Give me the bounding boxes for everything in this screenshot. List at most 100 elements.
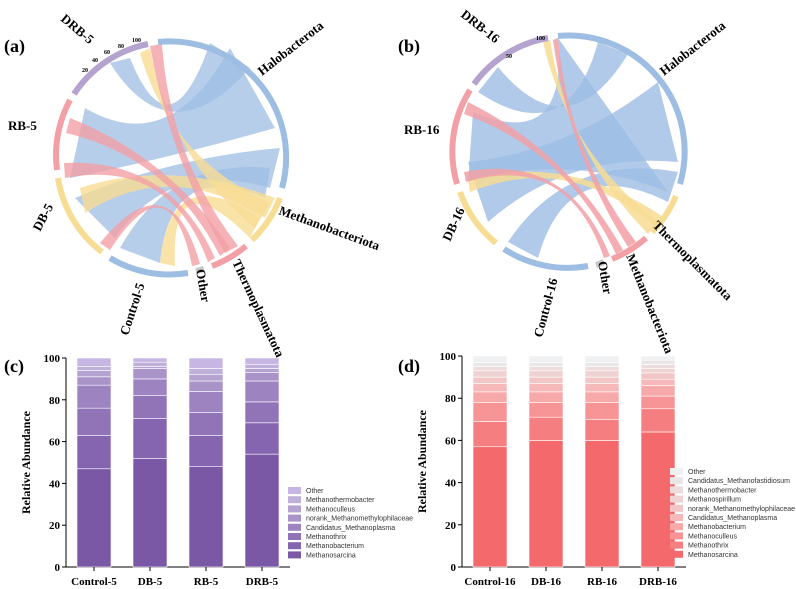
- bar-segment: [244, 372, 280, 382]
- bar-segment: [188, 368, 224, 376]
- bar-segment: [76, 468, 112, 568]
- bar-segment: [528, 355, 564, 363]
- arc-methanobacteriota: [610, 235, 648, 262]
- legend-entry: Candidatus_Methanofastidiosum: [688, 478, 790, 485]
- segment-label: DB-5: [29, 200, 56, 233]
- x-tick-label: Control-5: [71, 576, 117, 588]
- y-tick-label: 80: [445, 393, 457, 405]
- y-axis-label: Relative Abundance: [415, 409, 429, 513]
- bar-segment: [528, 376, 564, 384]
- bar-segment: [132, 458, 168, 568]
- bar-segment: [472, 446, 508, 568]
- arc-other: [195, 266, 205, 274]
- legend-entry: Methanothrix: [688, 543, 729, 550]
- legend-entry: Other: [306, 488, 324, 495]
- arc-control: [502, 246, 589, 271]
- legend-swatch: [670, 504, 683, 512]
- legend-entry: norank_Methanomethylophilaceae: [306, 516, 413, 523]
- panel-label-a: (a): [4, 36, 25, 57]
- bar-segment: [132, 418, 168, 459]
- x-tick-label: DB-16: [531, 576, 561, 588]
- bar-segment: [584, 440, 620, 568]
- legend-entry: Methanobacterium: [688, 524, 746, 531]
- bar-segment: [472, 362, 508, 367]
- bar-segment: [244, 363, 280, 369]
- chord-ribbon: [464, 102, 623, 254]
- bar-segment: [188, 391, 224, 413]
- x-tick-label: Control-16: [464, 576, 516, 588]
- bar-segment: [528, 362, 564, 367]
- y-tick-label: 20: [49, 520, 61, 532]
- bar-segment: [640, 355, 676, 361]
- x-tick-label: DRB-5: [246, 576, 279, 588]
- bar-segment: [472, 376, 508, 384]
- legend-swatch: [670, 477, 683, 485]
- legend-entry: Candidatus_Methanoplasma: [306, 525, 395, 532]
- bar-segment: [244, 401, 280, 424]
- chord-ribbon: [468, 82, 678, 222]
- arc-other: [595, 259, 606, 268]
- segment-label: Halobacterota: [255, 17, 327, 78]
- bar-segment: [132, 357, 168, 363]
- arc-db: [457, 190, 498, 246]
- tick-label: 100: [132, 38, 141, 44]
- arc-halobacterota: [557, 32, 688, 185]
- bar-segment: [472, 355, 508, 363]
- bar-segment: [640, 378, 676, 386]
- chord-ribbon: [468, 171, 663, 227]
- legend-swatch: [670, 532, 683, 540]
- segment-label: DRB-16: [458, 7, 503, 47]
- segment-label: Methanobacteriota: [277, 203, 382, 254]
- bar-segment: [132, 366, 168, 369]
- bar-segment: [472, 370, 508, 378]
- bar-segment: [472, 383, 508, 393]
- segment-label: Other: [595, 260, 616, 296]
- y-tick-label: 80: [49, 395, 61, 407]
- legend-swatch: [288, 533, 301, 540]
- legend-entry: Candidatus_Methanoplasma: [688, 515, 777, 522]
- legend-swatch: [670, 514, 683, 521]
- y-tick-label: 100: [44, 353, 61, 365]
- legend-entry: Methanothrix: [306, 534, 347, 541]
- legend-swatch: [670, 550, 683, 558]
- legend-entry: Methanosarcina: [688, 552, 738, 559]
- panel-label-b: (b): [398, 36, 420, 57]
- bar-segment: [76, 366, 112, 371]
- bar-segment: [244, 422, 280, 455]
- bar-segment: [76, 435, 112, 470]
- bar-segment: [188, 435, 224, 467]
- x-tick-label: RB-5: [194, 576, 219, 588]
- chord-ribbon: [160, 196, 260, 266]
- legend-entry: Methanobacterium: [306, 543, 364, 550]
- y-tick-label: 40: [445, 478, 457, 490]
- bar-segment: [244, 368, 280, 373]
- chord-ribbon: [64, 162, 215, 262]
- chord-ribbon: [150, 44, 238, 253]
- bar-segment: [472, 421, 508, 448]
- tick-label: 60: [104, 50, 110, 56]
- arc-methanobacteriota: [249, 196, 283, 243]
- legend-entry: Methanosarcina: [306, 552, 356, 559]
- arc-thermoplasmatota: [210, 243, 248, 269]
- arc-thermoplasmatota: [649, 194, 679, 235]
- bar-segment: [528, 416, 564, 441]
- legend-swatch: [288, 551, 301, 559]
- chord-ribbon: [110, 43, 250, 112]
- bar-segment: [584, 370, 620, 378]
- legend-swatch: [670, 523, 683, 531]
- bar-segment: [640, 359, 676, 365]
- legend-swatch: [288, 487, 301, 494]
- chord-ribbon: [80, 175, 275, 218]
- chord-ribbon: [464, 168, 610, 258]
- bar-segment: [188, 380, 224, 392]
- bar-segment: [584, 362, 620, 367]
- segment-label: RB-5: [8, 118, 37, 133]
- panel-label-d: (d): [398, 356, 420, 377]
- legend-swatch: [670, 495, 683, 503]
- bar-segment: [188, 466, 224, 568]
- bar-segment: [528, 440, 564, 568]
- bar-segment: [528, 402, 564, 418]
- bar-segment: [640, 395, 676, 410]
- bar-segment: [640, 385, 676, 397]
